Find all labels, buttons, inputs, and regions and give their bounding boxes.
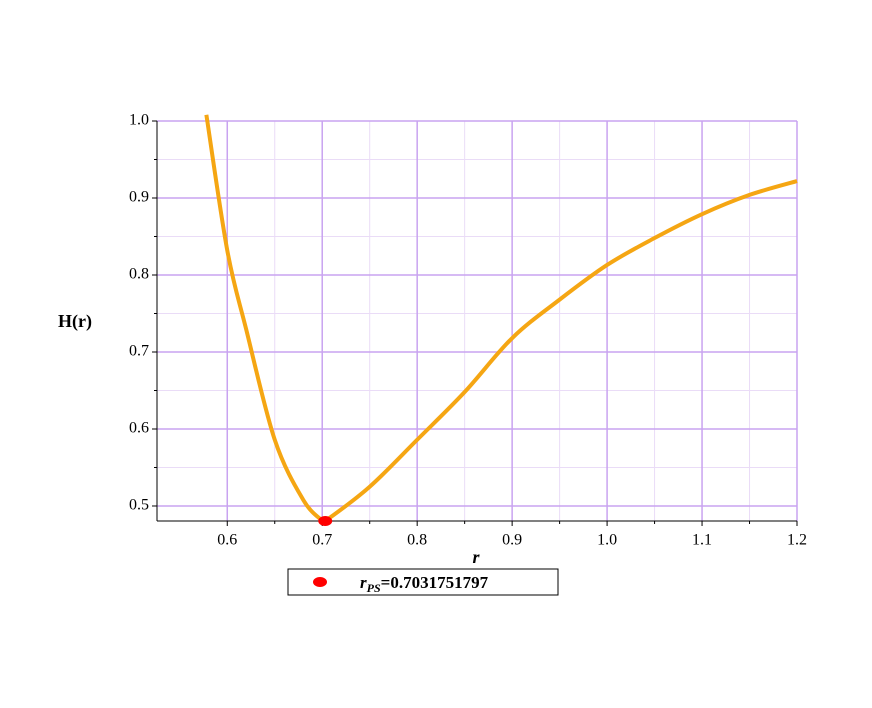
x-tick-label: 0.8: [407, 532, 427, 549]
legend-symbol: r: [360, 573, 367, 592]
x-tick-label: 0.7: [312, 532, 332, 549]
y-tick-label: 0.9: [129, 189, 149, 206]
curve: [204, 114, 798, 521]
x-tick-label: 0.6: [217, 532, 237, 549]
legend-text: rPS=0.7031751797: [360, 573, 489, 595]
plot-area: [204, 114, 798, 521]
legend-subscript: PS: [367, 581, 381, 595]
x-tick-label: 1.2: [787, 532, 807, 549]
axes: 0.6 0.7 0.8 0.9 1.0 1.1 1.2 0.5 0.6 0.7 0.8 0.9 1.0: [129, 112, 807, 549]
legend-sign: =: [381, 573, 391, 592]
y-tick-label: 0.5: [129, 497, 149, 514]
y-tick-label: 0.8: [129, 266, 149, 283]
point-marker: [318, 516, 333, 526]
x-tick-label: 0.9: [502, 532, 522, 549]
y-tick-label: 0.7: [129, 343, 149, 360]
grid: [157, 120, 798, 521]
legend-marker: [313, 577, 327, 587]
x-tick-label: 1.1: [692, 532, 712, 549]
x-axis-label: r: [472, 547, 480, 567]
legend-value: 0.7031751797: [390, 573, 488, 592]
y-axis-label: H(r): [58, 311, 92, 332]
y-tick-label: 1.0: [129, 112, 149, 129]
legend-box: [287, 568, 559, 596]
legend: rPS=0.7031751797: [287, 568, 559, 596]
y-tick-label: 0.6: [129, 420, 149, 437]
x-tick-label: 1.0: [597, 532, 617, 549]
